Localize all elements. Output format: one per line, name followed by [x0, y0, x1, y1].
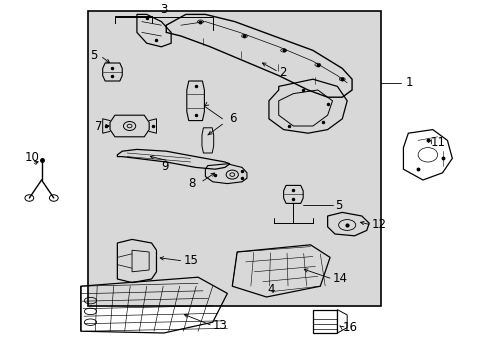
Text: 13: 13 [212, 319, 227, 332]
Text: 4: 4 [267, 283, 275, 296]
Bar [88, 11, 381, 306]
Text: 5: 5 [90, 49, 98, 62]
Text: 9: 9 [161, 160, 168, 173]
Text: 10: 10 [24, 151, 39, 164]
Text: 16: 16 [342, 321, 357, 334]
Text: 3: 3 [160, 3, 167, 16]
Text: 11: 11 [429, 136, 445, 149]
Text: 14: 14 [332, 273, 347, 285]
Text: 12: 12 [371, 219, 386, 231]
Text: 1: 1 [405, 76, 412, 89]
Text: 6: 6 [228, 112, 236, 125]
Text: 2: 2 [278, 66, 285, 78]
Text: 8: 8 [188, 177, 195, 190]
Text: 15: 15 [183, 255, 198, 267]
Text: 7: 7 [95, 120, 102, 132]
Text: 5: 5 [334, 199, 342, 212]
